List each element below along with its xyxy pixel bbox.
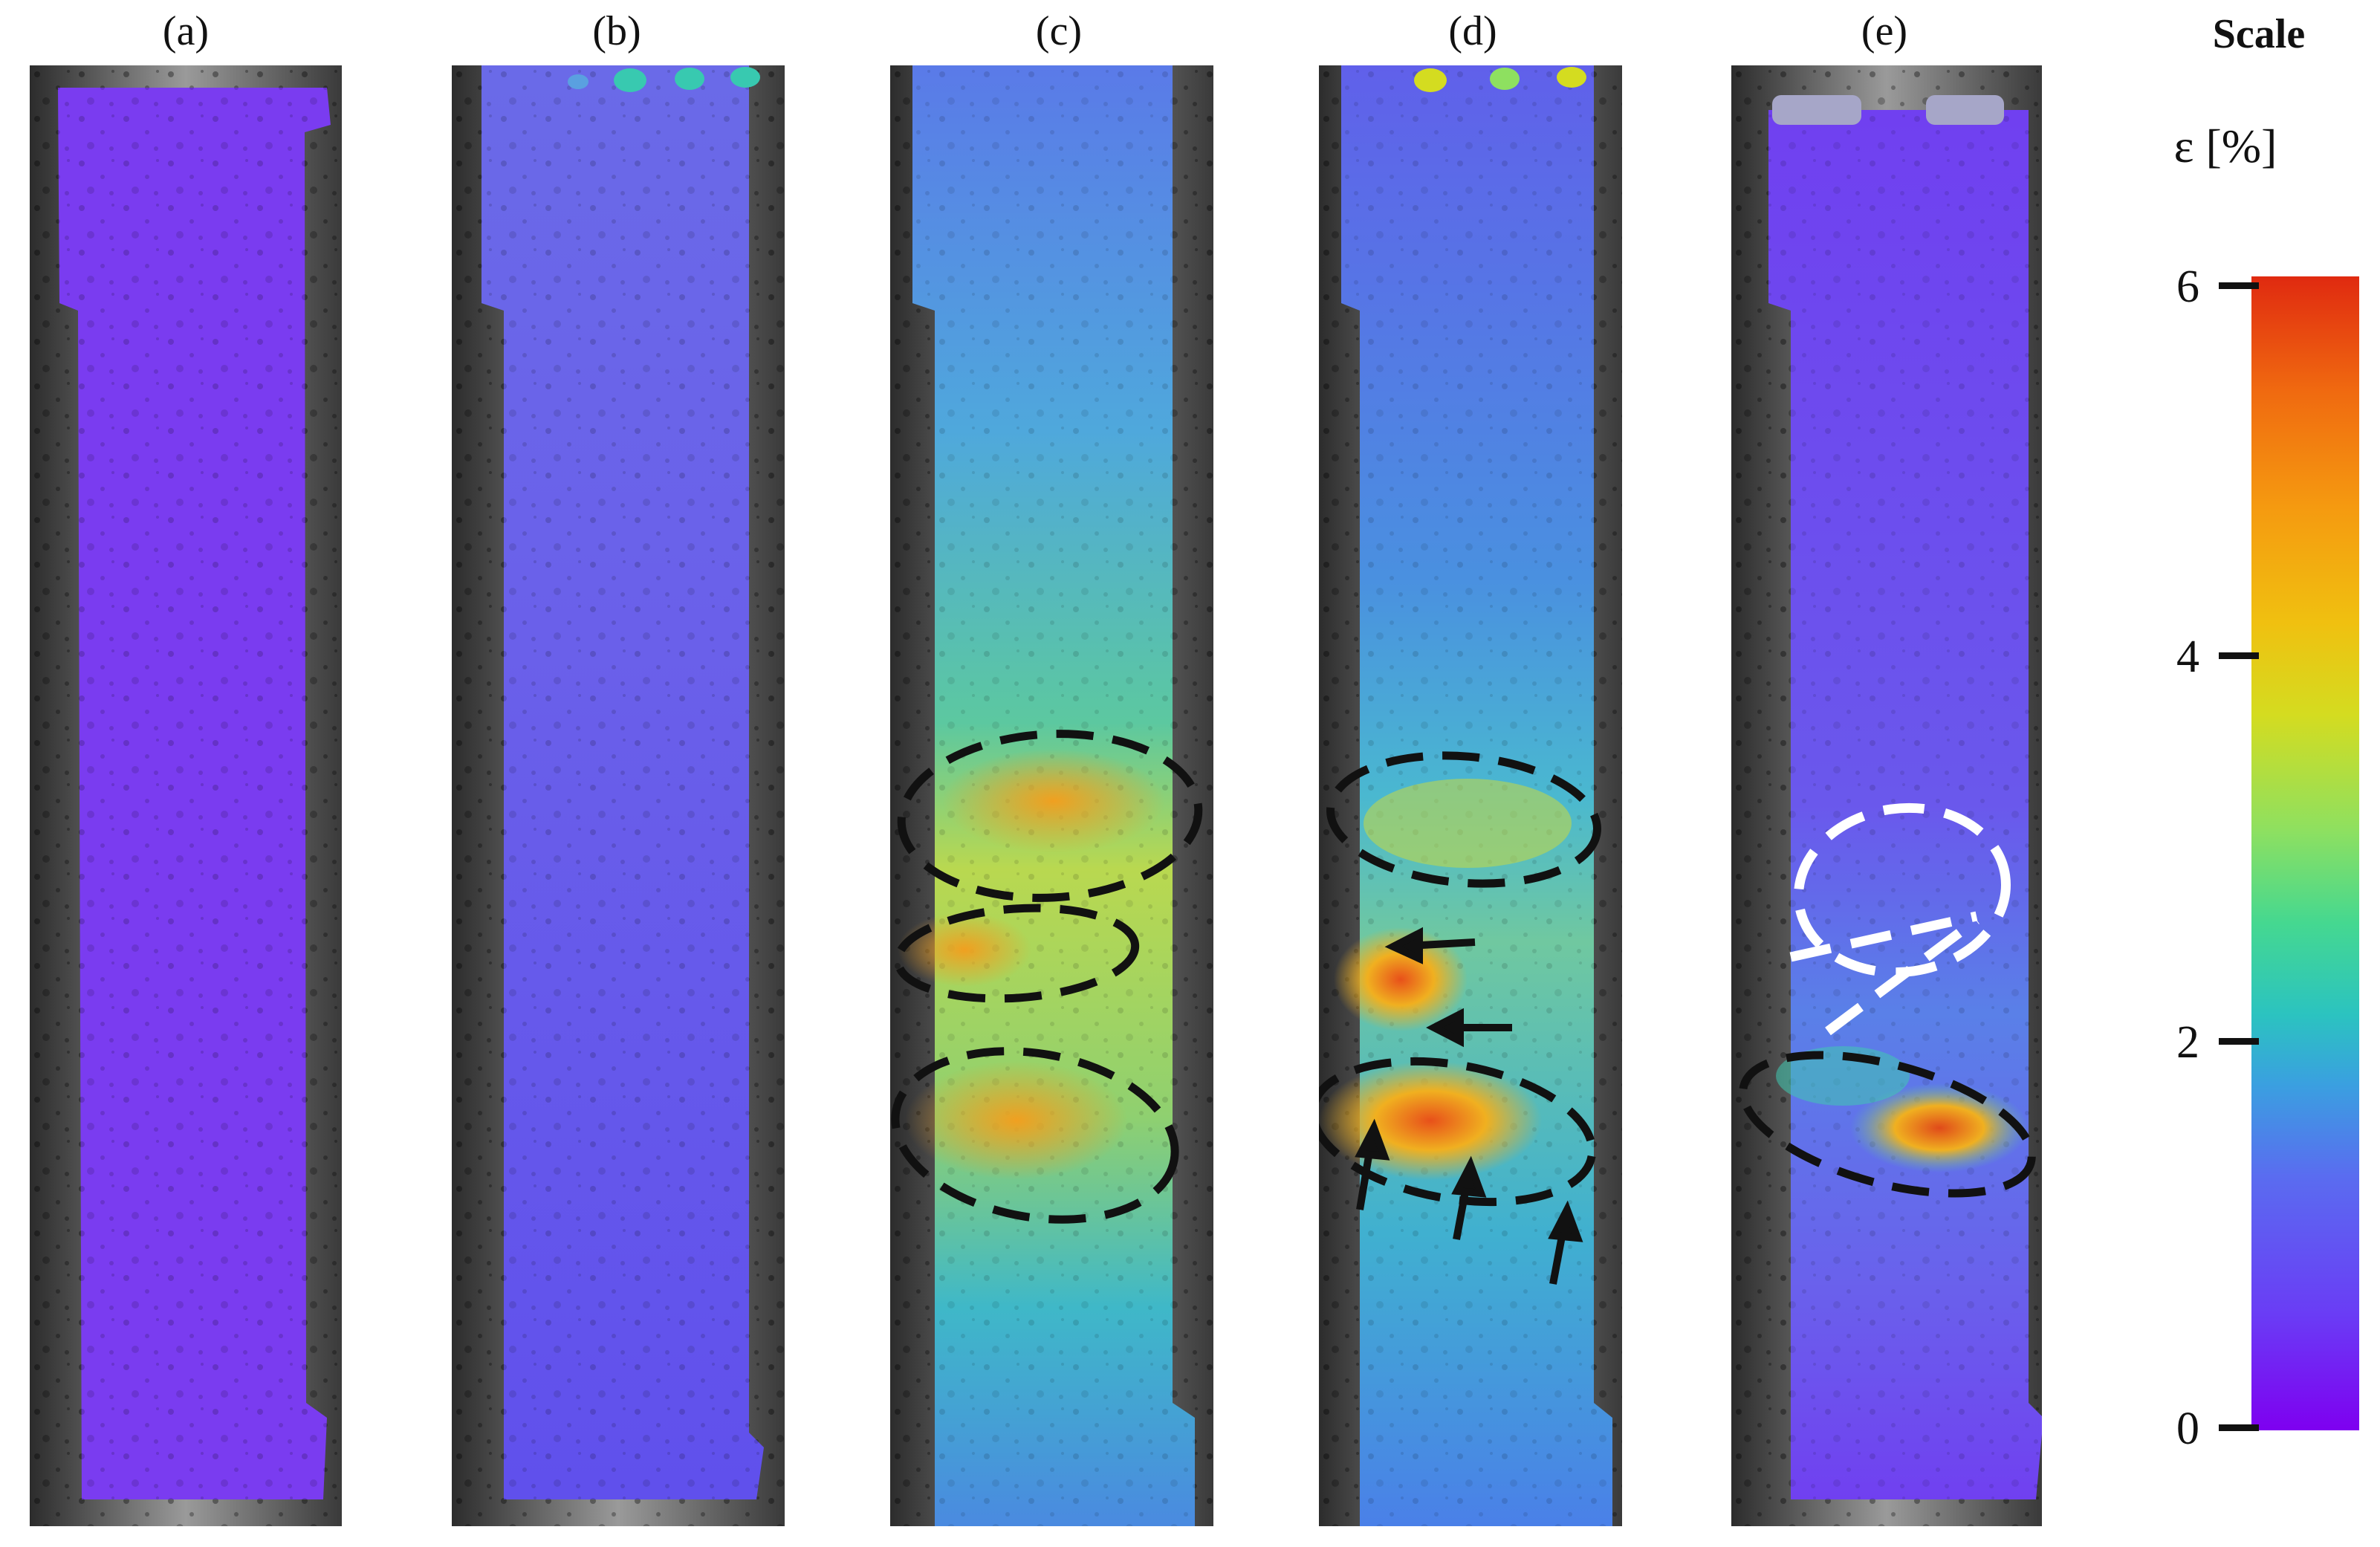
specimen-image-d (1319, 65, 1622, 1526)
specimen-image-b (452, 65, 785, 1526)
panel-label-b: (b) (592, 8, 641, 54)
colorbar-tick-2 (2219, 1038, 2259, 1045)
colorbar-tick-6 (2219, 282, 2259, 289)
scale-title: Scale (2212, 11, 2306, 57)
specimen-image-c (890, 65, 1213, 1526)
colorbar-label-0: 0 (2176, 1404, 2199, 1454)
scale-unit-label: ε [%] (2173, 120, 2277, 172)
colorbar-label-4: 4 (2176, 632, 2199, 682)
panel-label-c: (c) (1035, 8, 1083, 54)
colorbar-tick-4 (2219, 652, 2259, 659)
colorbar-label-6: 6 (2176, 262, 2199, 312)
specimen-image-a (30, 65, 342, 1526)
panel-label-a: (a) (162, 8, 210, 54)
colorbar-label-2: 2 (2176, 1017, 2199, 1068)
panel-label-e: (e) (1861, 8, 1908, 54)
colorbar-tick-0 (2219, 1424, 2259, 1431)
strain-colorbar (2251, 276, 2359, 1430)
panel-label-d: (d) (1448, 8, 1497, 54)
specimen-image-e (1731, 65, 2042, 1526)
